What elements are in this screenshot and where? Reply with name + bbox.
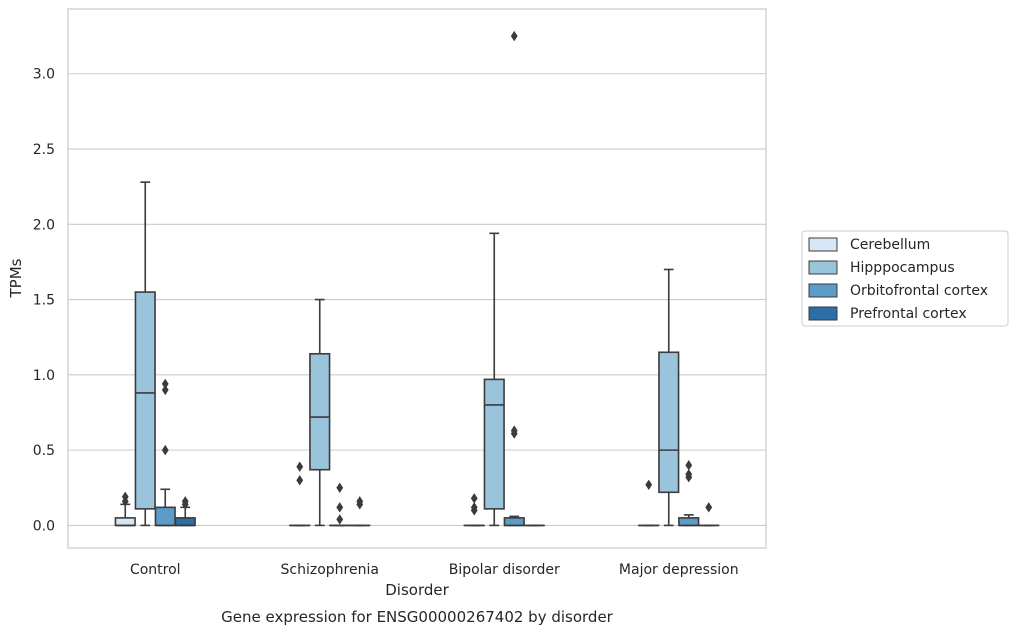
box-iqr [114,517,136,527]
outlier-point [645,479,653,490]
box-iqr [483,378,505,510]
box [289,461,311,527]
legend: Cerebellum Hipppocampus Orbitofrontal cort… [801,230,1009,327]
y-tick-label: 3.0 [33,67,55,83]
y-tick-label: 1.0 [33,368,55,384]
legend-label: Prefrontal cortex [850,306,967,322]
y-tick-label: 0.5 [33,443,55,459]
box-iqr [134,291,156,510]
legend-swatch [808,260,838,275]
chart-caption: Gene expression for ENSG00000267402 by d… [221,608,614,626]
legend-item: Orbitofrontal cortex [808,283,988,299]
y-tick-label: 0.0 [33,518,55,534]
x-tick-label: Control [130,562,181,578]
outlier-point [356,496,364,507]
outlier-point [336,482,344,493]
box-iqr [678,517,700,527]
x-axis-title: Disorder [385,581,449,599]
box [658,268,680,527]
legend-label: Cerebellum [850,237,930,253]
outlier-point [705,502,713,513]
x-tick-label: Schizophrenia [281,562,379,578]
legend-swatch [808,306,838,321]
outlier-point [161,384,169,396]
outlier-point [510,30,518,42]
legend-label: Orbitofrontal cortex [850,283,988,299]
box [154,378,176,527]
outlier-point [336,514,344,525]
legend-item: Prefrontal cortex [808,306,967,322]
outlier-point [685,459,693,471]
x-tick-label: Bipolar disorder [449,562,560,578]
box-iqr [658,351,680,494]
outlier-point [161,378,169,390]
y-tick-label: 2.0 [33,217,55,233]
legend-label: Hipppocampus [850,260,955,276]
box [638,479,660,527]
y-tick-label: 2.5 [33,142,55,158]
box [114,491,136,527]
outlier-point [470,493,478,504]
box [463,493,485,527]
outlier-point [336,502,344,513]
outlier-point [470,502,478,513]
legend-swatch [808,237,838,252]
outlier-point [121,491,129,503]
outlier-point [181,496,189,507]
y-tick-label: 1.5 [33,293,55,309]
legend-frame [801,230,1009,327]
plot-frame [67,8,767,549]
x-tick-labels: Control Schizophrenia Bipolar disorder Majo… [130,562,739,578]
legend-swatch [808,283,838,298]
box [174,496,196,527]
outlier-point [296,461,304,472]
box [698,502,720,527]
legend-item: Hipppocampus [808,260,955,276]
series-hipppocampus [134,181,680,527]
series-prefrontal-cortex [174,496,720,527]
y-tick-labels: 0.0 0.5 1.0 1.5 2.0 2.5 3.0 [33,67,55,535]
box-iqr [309,352,331,471]
y-axis-title: TPMs [7,258,25,298]
outlier-point [161,444,169,456]
box-series [114,30,720,527]
outlier-point [296,475,304,486]
box [483,232,505,527]
box-iqr [154,506,176,527]
outlier-point [685,469,693,480]
box [349,496,371,527]
box-iqr [503,517,525,527]
series-orbitofrontal-cortex [154,30,700,527]
series-cerebellum [114,461,660,527]
box [309,298,331,527]
x-tick-label: Major depression [619,562,739,578]
box [503,30,525,527]
box [134,181,156,527]
box [678,459,700,527]
box-iqr [174,517,196,527]
legend-item: Cerebellum [808,237,930,253]
outlier-point [510,425,518,436]
plot-background [68,9,766,548]
